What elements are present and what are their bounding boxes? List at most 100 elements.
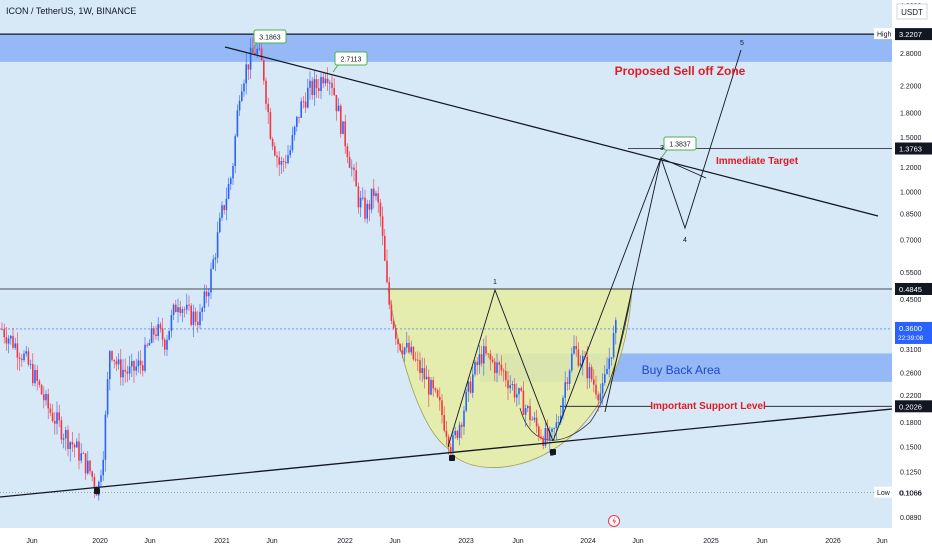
price-callout-pointer — [251, 42, 258, 51]
candle-body — [113, 359, 115, 362]
y-tick-label: 2.8000 — [900, 51, 922, 58]
candle-body — [117, 359, 120, 365]
candle-body — [315, 79, 318, 89]
candle-body — [36, 369, 38, 381]
price-tag-bg — [895, 321, 932, 344]
thumbs-up-icon — [449, 455, 455, 461]
candle-body — [254, 52, 256, 55]
candle-body — [417, 359, 419, 361]
candle-body — [221, 205, 223, 218]
candle-body — [65, 429, 67, 439]
candle-body — [111, 351, 113, 360]
candle-body — [340, 105, 342, 134]
candle-body — [34, 369, 36, 384]
y-tick-label: 0.5500 — [900, 270, 922, 277]
candle-body — [25, 351, 27, 354]
candle-body — [318, 88, 320, 91]
candle-body — [498, 362, 500, 365]
x-tick-label: 2020 — [92, 538, 108, 545]
candle-body — [293, 126, 296, 136]
candle-body — [529, 405, 531, 420]
candle-body — [351, 167, 353, 169]
candle-body — [302, 101, 305, 103]
candle-body — [491, 359, 494, 362]
candle-body — [478, 354, 481, 366]
price-tag-bg — [895, 142, 932, 155]
candle-body — [192, 311, 195, 325]
thumbs-up-icon — [550, 449, 556, 455]
candle-body — [12, 335, 14, 348]
wave-label-1: 1 — [493, 279, 497, 286]
currency-box[interactable] — [896, 3, 928, 20]
descending-trendline — [224, 46, 879, 217]
candle-body — [421, 368, 423, 373]
candle-body — [494, 361, 496, 374]
candle-body — [595, 384, 597, 395]
candle-body — [126, 371, 129, 374]
candle-body — [183, 309, 186, 311]
candle-body — [106, 379, 109, 415]
candle-body — [562, 397, 564, 416]
candle-body — [324, 78, 327, 84]
candle-body — [71, 442, 74, 445]
candle-body — [102, 459, 104, 476]
candle-body — [397, 338, 399, 345]
candle-body — [122, 369, 124, 378]
candle-body — [590, 367, 593, 380]
price-axis-bg — [892, 0, 932, 550]
candle-body — [483, 346, 485, 364]
x-tick-label: 2025 — [703, 538, 719, 545]
candle-body — [370, 188, 373, 210]
price-tag-text: 0.3600 — [899, 324, 922, 333]
candle-body — [480, 354, 483, 364]
candle-body — [155, 334, 157, 336]
candle-body — [186, 304, 188, 310]
candle-body — [608, 358, 610, 369]
candle-body — [166, 339, 168, 350]
candle-body — [531, 419, 533, 421]
candle-body — [566, 382, 569, 384]
candle-body — [135, 366, 137, 371]
candle-body — [377, 193, 379, 203]
y-tick-label: 0.1500 — [900, 445, 922, 452]
candle-body — [3, 329, 5, 338]
candle-body — [197, 321, 199, 326]
candle-body — [208, 292, 210, 297]
candle-body — [309, 80, 311, 88]
y-tick-label: 0.0890 — [900, 515, 922, 522]
candle-body — [458, 424, 461, 438]
y-tick-label: 0.1250 — [900, 469, 922, 476]
wave-label-4: 4 — [683, 237, 687, 244]
candle-body — [593, 379, 595, 385]
candle-body — [153, 328, 155, 335]
candle-body — [7, 338, 10, 344]
candle-body — [465, 391, 467, 411]
candle-body — [408, 342, 410, 353]
candle-body — [379, 202, 382, 217]
candle-body — [560, 415, 562, 423]
candle-body — [439, 396, 441, 401]
candle-body — [520, 388, 522, 391]
candle-body — [148, 342, 151, 346]
candle-body — [199, 312, 201, 326]
candle-body — [87, 460, 89, 474]
candle-body — [610, 357, 613, 359]
candle-body — [27, 351, 30, 365]
candle-body — [599, 393, 602, 401]
candle-body — [516, 394, 518, 398]
candle-body — [137, 360, 140, 367]
candle-body — [18, 357, 21, 359]
y-tick-label: 1.8000 — [900, 110, 922, 117]
candle-body — [615, 320, 617, 334]
candle-body — [362, 197, 364, 199]
candle-body — [326, 78, 329, 84]
candle-body — [467, 381, 470, 392]
candle-body — [375, 193, 377, 197]
candle-body — [425, 376, 428, 380]
candle-body — [38, 380, 41, 385]
candle-body — [588, 367, 591, 379]
candle-body — [445, 430, 448, 437]
symbol-title: ICON / TetherUS, 1W, BINANCE — [6, 6, 136, 16]
